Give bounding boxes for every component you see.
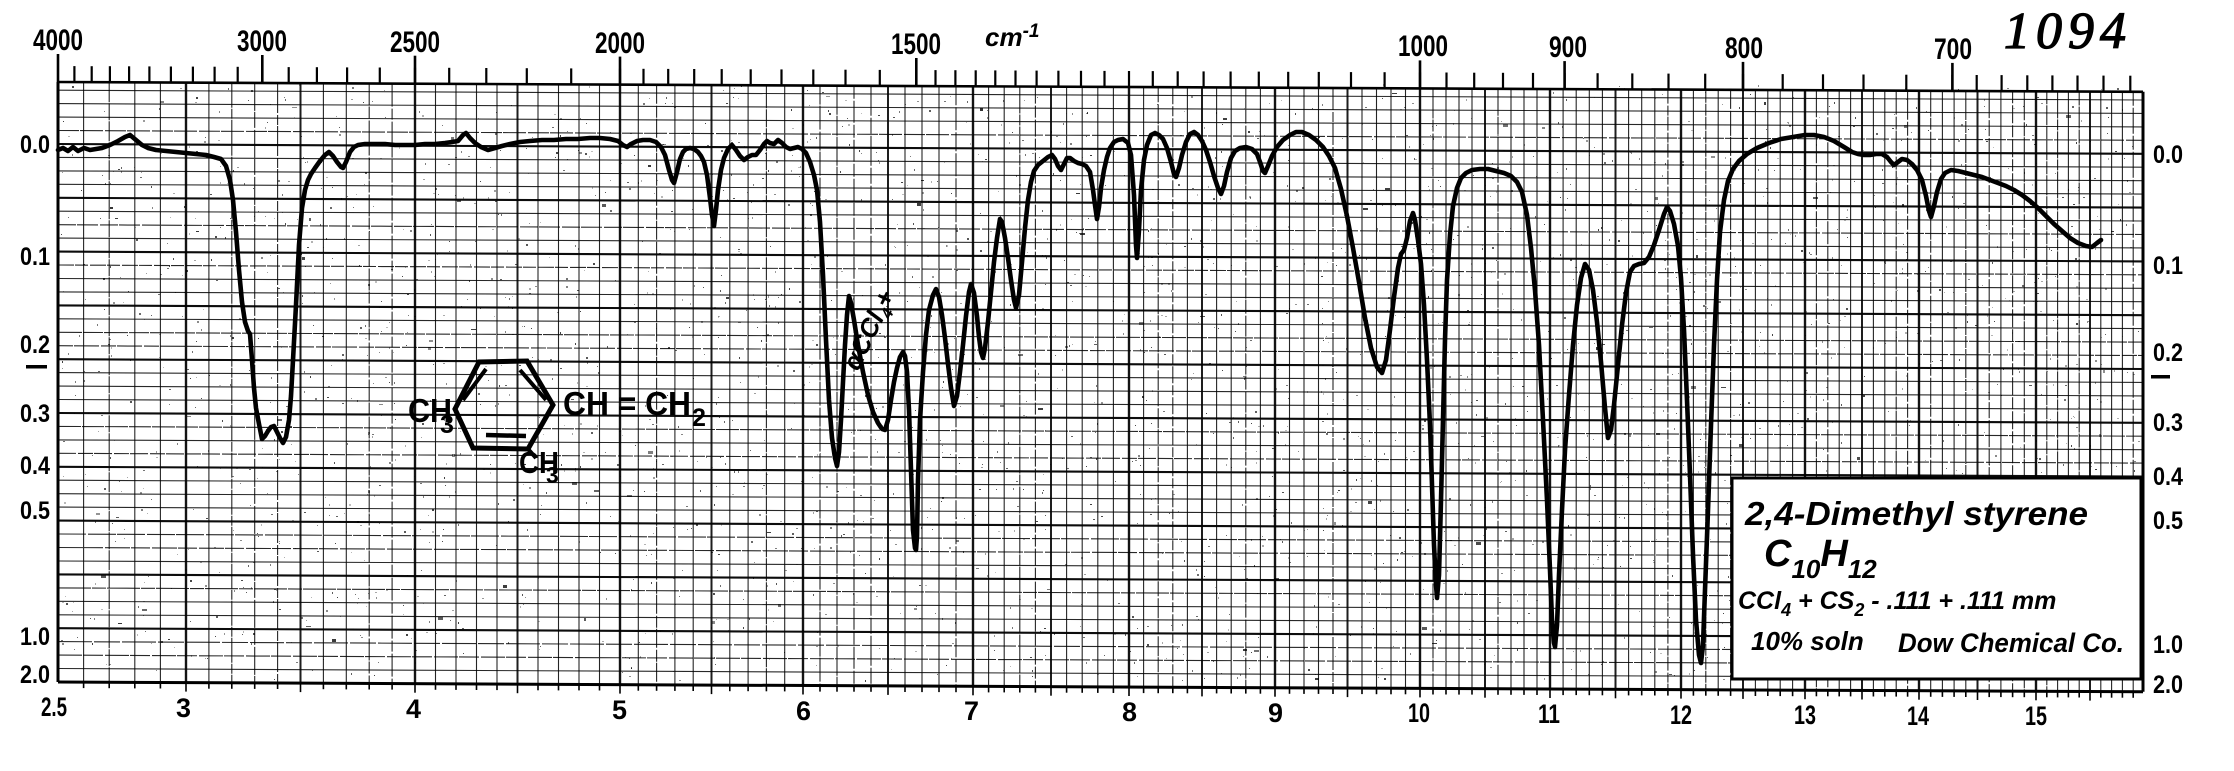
svg-text:0.4: 0.4 [2153, 463, 2183, 491]
svg-text:2.0: 2.0 [20, 661, 50, 689]
svg-text:3: 3 [440, 411, 454, 439]
svg-text:3: 3 [176, 693, 191, 723]
svg-text:0.3: 0.3 [2153, 409, 2183, 437]
svg-text:8: 8 [1122, 697, 1137, 727]
svg-text:0.5: 0.5 [2153, 507, 2183, 535]
svg-text:1500: 1500 [891, 28, 941, 61]
svg-text:6: 6 [796, 696, 811, 726]
svg-text:13: 13 [1794, 700, 1816, 730]
svg-text:700: 700 [1934, 33, 1972, 66]
svg-text:5: 5 [612, 695, 627, 725]
svg-text:0.0: 0.0 [2153, 141, 2183, 169]
svg-text:2,4-Dimethyl styrene: 2,4-Dimethyl styrene [1744, 495, 2088, 532]
svg-text:11: 11 [1538, 699, 1560, 729]
svg-text:1.0: 1.0 [2153, 631, 2183, 659]
svg-text:1094: 1094 [2004, 3, 2132, 60]
svg-text:800: 800 [1725, 32, 1763, 65]
svg-text:10: 10 [1408, 698, 1430, 728]
svg-text:0.3: 0.3 [20, 400, 50, 428]
svg-text:0.2: 0.2 [20, 331, 50, 359]
svg-text:900: 900 [1549, 31, 1587, 64]
svg-text:4000: 4000 [33, 24, 83, 57]
svg-text:1.0: 1.0 [20, 623, 50, 651]
svg-text:0.2: 0.2 [2153, 339, 2183, 367]
svg-text:CCl4 + CS2 - .111 + .111 mm: CCl4 + CS2 - .111 + .111 mm [1738, 587, 2056, 620]
svg-text:2: 2 [692, 404, 706, 432]
svg-text:0.0: 0.0 [20, 131, 50, 159]
svg-text:0.4: 0.4 [20, 452, 50, 480]
svg-text:CH = CH: CH = CH [563, 385, 691, 422]
svg-text:12: 12 [1670, 700, 1692, 730]
svg-text:3: 3 [546, 462, 559, 488]
svg-text:4: 4 [406, 694, 421, 724]
svg-text:2500: 2500 [390, 26, 440, 59]
svg-text:Dow Chemical Co.: Dow Chemical Co. [1898, 628, 2124, 658]
svg-text:10% soln: 10% soln [1751, 626, 1864, 656]
svg-text:CH: CH [519, 445, 559, 480]
svg-text:CH: CH [408, 392, 452, 429]
svg-text:3000: 3000 [237, 25, 287, 58]
svg-text:0.1: 0.1 [20, 243, 50, 271]
svg-text:2.5: 2.5 [41, 692, 67, 722]
svg-text:0.1: 0.1 [2153, 252, 2183, 280]
svg-text:0.5: 0.5 [20, 497, 50, 525]
svg-text:1000: 1000 [1398, 30, 1448, 63]
svg-text:2.0: 2.0 [2153, 671, 2183, 699]
svg-text:15: 15 [2025, 701, 2047, 731]
svg-text:14: 14 [1907, 701, 1929, 731]
svg-text:7: 7 [964, 696, 979, 726]
svg-text:2000: 2000 [595, 27, 645, 60]
svg-text:9: 9 [1268, 698, 1283, 728]
